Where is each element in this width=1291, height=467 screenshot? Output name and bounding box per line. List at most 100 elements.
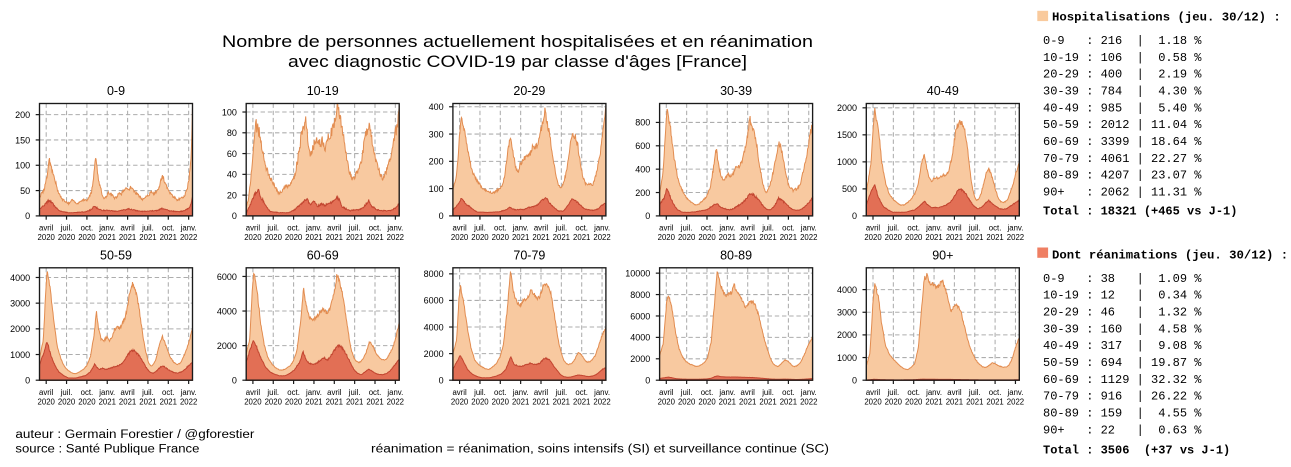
- svg-text:janv.: janv.: [925, 388, 942, 397]
- svg-text:2022: 2022: [180, 397, 197, 406]
- svg-text:oct.: oct.: [81, 224, 94, 233]
- svg-text:2020: 2020: [658, 397, 676, 406]
- svg-text:juil.: juil.: [968, 388, 981, 397]
- svg-text:oct.: oct.: [369, 224, 382, 233]
- svg-text:2020: 2020: [698, 233, 716, 242]
- svg-text:1500: 1500: [837, 130, 857, 140]
- svg-text:0: 0: [25, 211, 30, 221]
- svg-text:2021: 2021: [512, 397, 529, 406]
- svg-text:0-9: 0-9: [107, 84, 125, 98]
- svg-text:0: 0: [439, 376, 444, 386]
- svg-text:4000: 4000: [630, 333, 650, 343]
- svg-text:réanimation = réanimation, soi: réanimation = réanimation, soins intensi…: [371, 444, 829, 456]
- svg-text:4000: 4000: [217, 306, 237, 316]
- svg-text:2021: 2021: [573, 233, 590, 242]
- svg-text:400: 400: [429, 102, 444, 112]
- svg-text:80-89: 80-89: [720, 248, 752, 262]
- svg-text:oct.: oct.: [369, 388, 382, 397]
- svg-text:avril: avril: [947, 224, 962, 233]
- svg-text:0: 0: [645, 211, 650, 221]
- svg-text:avril: avril: [947, 388, 962, 397]
- svg-text:juil.: juil.: [761, 224, 774, 233]
- svg-text:6000: 6000: [424, 296, 444, 306]
- svg-text:20: 20: [227, 190, 237, 200]
- svg-text:2021: 2021: [139, 233, 156, 242]
- svg-text:juil.: juil.: [141, 224, 154, 233]
- svg-text:2022: 2022: [1007, 233, 1024, 242]
- svg-text:avril: avril: [246, 388, 261, 397]
- svg-text:60-69 : 1129 | 32.32 %: 60-69 : 1129 | 32.32 %: [1043, 373, 1202, 387]
- svg-text:avril: avril: [534, 224, 549, 233]
- svg-text:juil.: juil.: [60, 224, 73, 233]
- svg-text:2020: 2020: [864, 233, 882, 242]
- svg-text:60: 60: [227, 149, 237, 159]
- svg-text:2021: 2021: [719, 397, 736, 406]
- svg-text:10-19: 10-19: [307, 84, 339, 98]
- svg-text:janv.: janv.: [386, 224, 403, 233]
- svg-text:janv.: janv.: [180, 388, 197, 397]
- svg-text:2020: 2020: [285, 397, 303, 406]
- svg-text:2020: 2020: [905, 397, 923, 406]
- svg-text:janv.: janv.: [1007, 388, 1024, 397]
- svg-text:40-49: 40-49: [927, 84, 959, 98]
- svg-text:janv.: janv.: [305, 224, 322, 233]
- svg-text:2021: 2021: [160, 233, 177, 242]
- svg-text:avril: avril: [741, 224, 756, 233]
- svg-text:juil.: juil.: [266, 388, 279, 397]
- svg-text:2000: 2000: [10, 324, 30, 334]
- svg-text:40-49 : 317 | 9.08 %: 40-49 : 317 | 9.08 %: [1043, 339, 1202, 353]
- svg-text:2021: 2021: [986, 233, 1003, 242]
- svg-text:janv.: janv.: [98, 224, 115, 233]
- svg-text:juil.: juil.: [680, 224, 693, 233]
- svg-text:2021: 2021: [532, 233, 549, 242]
- svg-text:2021: 2021: [160, 397, 177, 406]
- svg-text:90+ : 22 | 0.63 %: 90+ : 22 | 0.63 %: [1043, 423, 1202, 437]
- svg-text:2022: 2022: [387, 233, 404, 242]
- svg-text:0-9 : 216 | 1.18 %: 0-9 : 216 | 1.18 %: [1043, 34, 1202, 48]
- svg-text:Hospitalisations (jeu. 30/12): Hospitalisations (jeu. 30/12) :: [1052, 11, 1281, 25]
- svg-text:2020: 2020: [885, 233, 903, 242]
- svg-text:400: 400: [635, 164, 650, 174]
- svg-text:2020: 2020: [471, 233, 489, 242]
- svg-text:Total : 3506 (+37 vs J-1): Total : 3506 (+37 vs J-1): [1043, 444, 1230, 458]
- svg-text:20-29: 20-29: [513, 84, 545, 98]
- svg-text:janv.: janv.: [925, 224, 942, 233]
- svg-text:2021: 2021: [739, 233, 756, 242]
- svg-text:200: 200: [15, 110, 30, 120]
- svg-text:avril: avril: [327, 224, 342, 233]
- svg-text:40-49 : 985 | 5.40 %: 40-49 : 985 | 5.40 %: [1043, 101, 1202, 115]
- svg-text:2021: 2021: [946, 397, 963, 406]
- svg-text:2021: 2021: [326, 397, 343, 406]
- svg-text:2020: 2020: [492, 397, 510, 406]
- svg-text:2021: 2021: [966, 233, 983, 242]
- svg-text:avril: avril: [39, 224, 54, 233]
- svg-text:janv.: janv.: [800, 388, 817, 397]
- svg-text:2021: 2021: [99, 233, 116, 242]
- svg-text:50-59 : 694 | 19.87 %: 50-59 : 694 | 19.87 %: [1043, 356, 1202, 370]
- svg-text:janv.: janv.: [98, 388, 115, 397]
- svg-text:2021: 2021: [366, 233, 383, 242]
- svg-text:2000: 2000: [630, 354, 650, 364]
- svg-text:0: 0: [439, 211, 444, 221]
- svg-text:2000: 2000: [837, 330, 857, 340]
- svg-text:10-19 : 12 | 0.34 %: 10-19 : 12 | 0.34 %: [1043, 289, 1202, 303]
- svg-text:oct.: oct.: [989, 388, 1002, 397]
- svg-text:oct.: oct.: [701, 388, 714, 397]
- svg-text:oct.: oct.: [287, 388, 300, 397]
- svg-text:2022: 2022: [800, 233, 817, 242]
- svg-text:avril: avril: [741, 388, 756, 397]
- svg-text:2022: 2022: [387, 397, 404, 406]
- svg-text:8000: 8000: [630, 290, 650, 300]
- svg-text:2021: 2021: [326, 233, 343, 242]
- svg-text:2021: 2021: [759, 233, 776, 242]
- svg-text:2000: 2000: [837, 103, 857, 113]
- svg-text:janv.: janv.: [593, 388, 610, 397]
- svg-text:2020: 2020: [658, 233, 676, 242]
- svg-text:juil.: juil.: [886, 224, 899, 233]
- svg-text:3000: 3000: [837, 308, 857, 318]
- svg-text:60-69: 60-69: [307, 248, 339, 262]
- svg-text:source : Santé Publique France: source : Santé Publique France: [15, 444, 199, 456]
- svg-text:6000: 6000: [217, 272, 237, 282]
- svg-text:oct.: oct.: [287, 224, 300, 233]
- svg-text:50-59: 50-59: [100, 248, 132, 262]
